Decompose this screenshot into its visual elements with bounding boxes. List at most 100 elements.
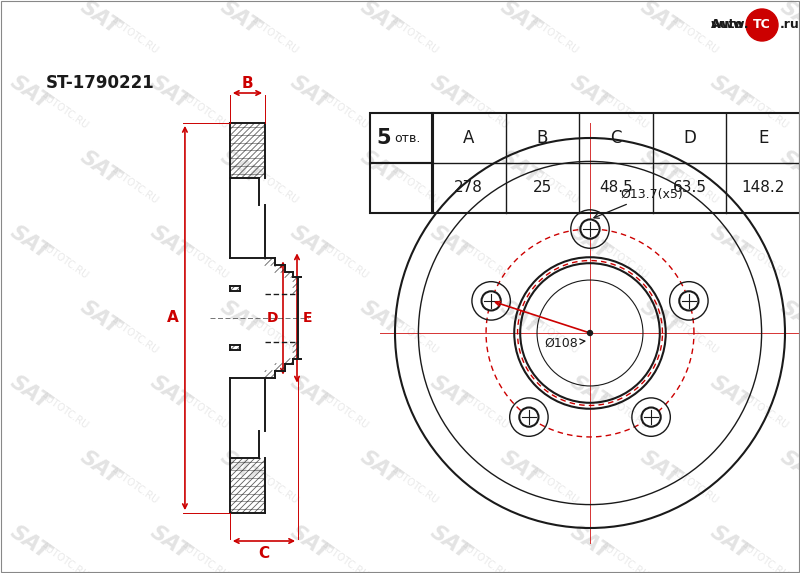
Circle shape — [746, 9, 778, 41]
Text: SAT: SAT — [6, 72, 54, 113]
Text: SAT: SAT — [77, 448, 123, 489]
Text: www.: www. — [711, 18, 750, 30]
Text: AUTOTC.RU: AUTOTC.RU — [459, 241, 511, 281]
Text: AUTOTC.RU: AUTOTC.RU — [599, 91, 651, 131]
Text: D: D — [683, 129, 696, 147]
Text: SAT: SAT — [426, 372, 474, 414]
Text: AUTOTC.RU: AUTOTC.RU — [529, 466, 581, 506]
Text: SAT: SAT — [497, 0, 543, 38]
Text: AUTOTC.RU: AUTOTC.RU — [599, 241, 651, 281]
Text: AUTOTC.RU: AUTOTC.RU — [179, 241, 231, 281]
Text: .ru: .ru — [780, 18, 800, 32]
Text: SAT: SAT — [286, 72, 334, 113]
Text: SAT: SAT — [217, 147, 263, 189]
Text: D: D — [267, 311, 278, 325]
Text: SAT: SAT — [77, 147, 123, 189]
Circle shape — [519, 407, 538, 427]
Text: AUTOTC.RU: AUTOTC.RU — [109, 166, 161, 206]
Text: AUTOTC.RU: AUTOTC.RU — [459, 391, 511, 431]
Text: AUTOTC.RU: AUTOTC.RU — [669, 466, 721, 506]
Text: AUTOTC.RU: AUTOTC.RU — [669, 166, 721, 206]
Text: 278: 278 — [454, 180, 483, 195]
Text: AUTOTC.RU: AUTOTC.RU — [109, 316, 161, 356]
Text: AUTOTC.RU: AUTOTC.RU — [39, 241, 91, 281]
Text: SAT: SAT — [6, 372, 54, 414]
Text: SAT: SAT — [777, 297, 800, 339]
Text: SAT: SAT — [497, 448, 543, 489]
Text: SAT: SAT — [146, 222, 194, 264]
Text: AUTOTC.RU: AUTOTC.RU — [739, 241, 791, 281]
Text: AUTOTC.RU: AUTOTC.RU — [39, 391, 91, 431]
Text: SAT: SAT — [6, 222, 54, 264]
Text: E: E — [758, 129, 768, 147]
Text: SAT: SAT — [706, 222, 754, 264]
Text: SAT: SAT — [426, 222, 474, 264]
Text: AUTOTC.RU: AUTOTC.RU — [249, 316, 301, 356]
Text: 48.5: 48.5 — [599, 180, 633, 195]
Text: Auto: Auto — [711, 18, 744, 32]
Text: SAT: SAT — [77, 0, 123, 38]
Text: AUTOTC.RU: AUTOTC.RU — [319, 91, 371, 131]
Text: SAT: SAT — [77, 297, 123, 339]
Text: SAT: SAT — [286, 372, 334, 414]
Text: AUTOTC.RU: AUTOTC.RU — [389, 466, 441, 506]
Text: AUTOTC.RU: AUTOTC.RU — [109, 466, 161, 506]
Bar — [432, 113, 800, 213]
Text: AUTOTC.RU: AUTOTC.RU — [459, 91, 511, 131]
Text: SAT: SAT — [497, 147, 543, 189]
Text: SAT: SAT — [637, 448, 683, 489]
Text: C: C — [610, 129, 622, 147]
Text: AUTOTC.RU: AUTOTC.RU — [179, 91, 231, 131]
Text: отв.: отв. — [394, 131, 420, 144]
Text: AUTOTC.RU: AUTOTC.RU — [529, 166, 581, 206]
Text: SAT: SAT — [566, 222, 614, 264]
Circle shape — [482, 291, 501, 311]
Text: TC: TC — [753, 18, 771, 32]
Text: AUTOTC.RU: AUTOTC.RU — [319, 241, 371, 281]
Text: AUTOTC.RU: AUTOTC.RU — [389, 166, 441, 206]
Text: SAT: SAT — [637, 0, 683, 38]
Text: AUTOTC.RU: AUTOTC.RU — [459, 541, 511, 573]
Text: AUTOTC.RU: AUTOTC.RU — [739, 541, 791, 573]
Text: AUTOTC.RU: AUTOTC.RU — [529, 316, 581, 356]
Text: AUTOTC.RU: AUTOTC.RU — [669, 316, 721, 356]
Text: AUTOTC.RU: AUTOTC.RU — [319, 541, 371, 573]
Text: SAT: SAT — [566, 372, 614, 414]
Text: E: E — [302, 311, 312, 325]
Text: C: C — [258, 545, 270, 560]
Text: SAT: SAT — [777, 0, 800, 38]
Text: AUTOTC.RU: AUTOTC.RU — [739, 91, 791, 131]
Circle shape — [580, 219, 600, 239]
Text: SAT: SAT — [217, 448, 263, 489]
Text: SAT: SAT — [566, 72, 614, 113]
Text: 148.2: 148.2 — [742, 180, 785, 195]
Text: SAT: SAT — [426, 523, 474, 564]
Text: AUTOTC.RU: AUTOTC.RU — [669, 16, 721, 56]
Circle shape — [642, 407, 661, 427]
Text: AUTOTC.RU: AUTOTC.RU — [389, 16, 441, 56]
Text: SAT: SAT — [146, 72, 194, 113]
Text: AUTOTC.RU: AUTOTC.RU — [39, 91, 91, 131]
Text: AUTOTC.RU: AUTOTC.RU — [39, 541, 91, 573]
Text: SAT: SAT — [286, 523, 334, 564]
Text: SAT: SAT — [357, 147, 403, 189]
Text: AUTOTC.RU: AUTOTC.RU — [179, 391, 231, 431]
Text: SAT: SAT — [357, 448, 403, 489]
Text: AUTOTC.RU: AUTOTC.RU — [389, 316, 441, 356]
Text: A: A — [167, 311, 179, 325]
Text: AUTOTC.RU: AUTOTC.RU — [529, 16, 581, 56]
Text: AUTOTC.RU: AUTOTC.RU — [319, 391, 371, 431]
Text: SAT: SAT — [357, 297, 403, 339]
Text: 25: 25 — [533, 180, 552, 195]
Text: SAT: SAT — [706, 372, 754, 414]
Text: ST-1790221: ST-1790221 — [46, 74, 154, 92]
Text: Ø108: Ø108 — [545, 336, 585, 350]
Text: SAT: SAT — [357, 0, 403, 38]
Text: SAT: SAT — [706, 523, 754, 564]
Text: SAT: SAT — [146, 523, 194, 564]
Text: SAT: SAT — [217, 0, 263, 38]
Text: AUTOTC.RU: AUTOTC.RU — [599, 391, 651, 431]
Text: SAT: SAT — [6, 523, 54, 564]
Text: SAT: SAT — [217, 297, 263, 339]
Text: SAT: SAT — [497, 297, 543, 339]
